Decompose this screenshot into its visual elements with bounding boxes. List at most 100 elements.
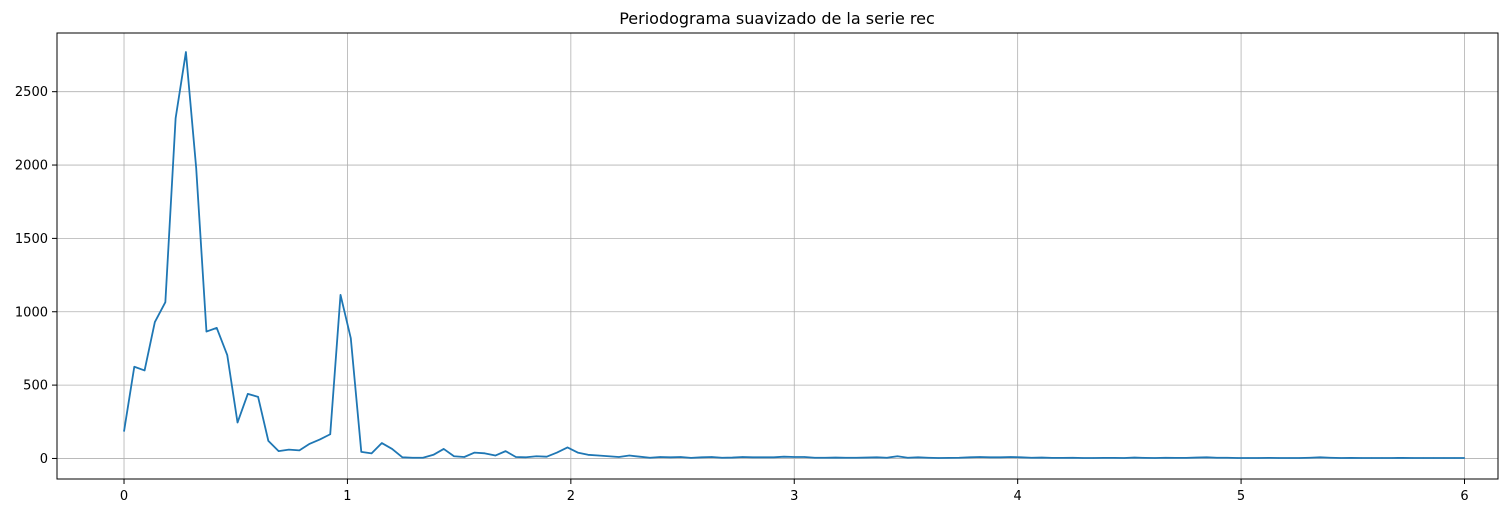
grid — [57, 33, 1498, 479]
data-point — [721, 457, 723, 459]
data-point — [1412, 457, 1414, 459]
x-tick-label: 4 — [1014, 489, 1022, 504]
data-point — [814, 457, 816, 459]
data-point — [226, 354, 228, 356]
y-tick-label: 2500 — [15, 85, 48, 100]
data-point — [649, 457, 651, 459]
data-point — [731, 456, 733, 459]
data-point — [422, 457, 424, 459]
data-point — [360, 451, 362, 453]
data-point — [1113, 457, 1115, 459]
data-point — [515, 456, 517, 458]
y-axis: 0 500 1000 1500 2000 2500 — [15, 85, 57, 467]
data-point — [690, 457, 692, 459]
data-point — [164, 301, 166, 303]
data-point — [453, 455, 455, 457]
data-point — [319, 438, 321, 440]
data-point — [309, 443, 311, 445]
data-point — [1051, 457, 1053, 459]
data-point — [577, 451, 579, 454]
data-point — [143, 369, 146, 372]
x-tick-label: 2 — [567, 489, 575, 504]
data-point — [133, 366, 135, 368]
data-point — [1103, 457, 1105, 459]
data-point — [896, 455, 899, 457]
data-point — [1267, 457, 1270, 459]
data-point — [597, 454, 599, 457]
data-point — [834, 456, 837, 459]
data-point — [350, 337, 352, 339]
data-point — [432, 454, 435, 456]
data-point — [463, 456, 465, 458]
data-point — [1041, 456, 1043, 459]
data-point — [1133, 456, 1136, 459]
data-point — [329, 433, 331, 435]
data-point — [1010, 456, 1012, 458]
data-point — [278, 450, 280, 452]
data-point — [1072, 457, 1074, 459]
data-point — [1299, 457, 1301, 459]
data-point — [1195, 456, 1197, 459]
data-point — [525, 456, 527, 458]
data-point — [1329, 457, 1332, 459]
x-tick-label: 0 — [120, 489, 128, 504]
data-point — [1247, 457, 1249, 459]
data-point — [618, 456, 620, 458]
data-point — [700, 456, 703, 458]
data-point — [1175, 457, 1177, 459]
y-tick-label: 500 — [23, 379, 48, 394]
data-point — [1123, 457, 1125, 459]
data-point — [927, 457, 929, 459]
data-point — [1350, 457, 1352, 459]
data-point — [236, 421, 239, 424]
data-point — [752, 456, 754, 458]
data-point — [298, 449, 300, 451]
data-point — [1360, 457, 1362, 459]
data-point — [1278, 457, 1280, 459]
data-point — [1340, 457, 1342, 459]
plot-series — [123, 51, 1466, 459]
data-point — [1237, 457, 1239, 459]
data-point — [391, 448, 393, 450]
data-point — [979, 456, 981, 458]
data-point — [339, 294, 342, 296]
data-point — [154, 321, 156, 323]
x-tick-label: 6 — [1460, 489, 1468, 504]
data-point — [401, 456, 403, 458]
data-point — [824, 457, 826, 459]
data-point — [845, 457, 847, 459]
y-tick-label: 1500 — [15, 232, 48, 247]
data-point — [288, 449, 290, 451]
data-point — [907, 457, 909, 459]
x-axis: 0 1 2 3 4 5 6 — [120, 479, 1469, 504]
data-point — [556, 451, 558, 454]
data-point — [1164, 457, 1167, 459]
data-point — [989, 456, 991, 458]
data-point — [1309, 457, 1311, 459]
data-point — [1092, 457, 1094, 459]
data-point — [175, 117, 177, 119]
data-point — [937, 457, 940, 459]
data-point — [505, 450, 507, 452]
data-point — [958, 457, 960, 459]
data-point — [1216, 457, 1218, 459]
data-point — [1453, 457, 1455, 459]
data-point — [370, 452, 373, 454]
data-point — [566, 446, 569, 449]
data-point — [803, 456, 806, 458]
data-point — [247, 393, 249, 395]
data-point — [669, 456, 672, 458]
data-point — [1020, 456, 1022, 458]
data-point — [742, 456, 744, 458]
data-point — [257, 396, 259, 398]
data-point — [1082, 457, 1084, 459]
data-point — [639, 456, 641, 458]
data-point — [1144, 457, 1146, 459]
data-point — [1288, 457, 1290, 459]
data-point — [948, 457, 950, 459]
data-point — [680, 456, 682, 458]
data-point — [443, 448, 445, 450]
data-point — [711, 456, 713, 458]
